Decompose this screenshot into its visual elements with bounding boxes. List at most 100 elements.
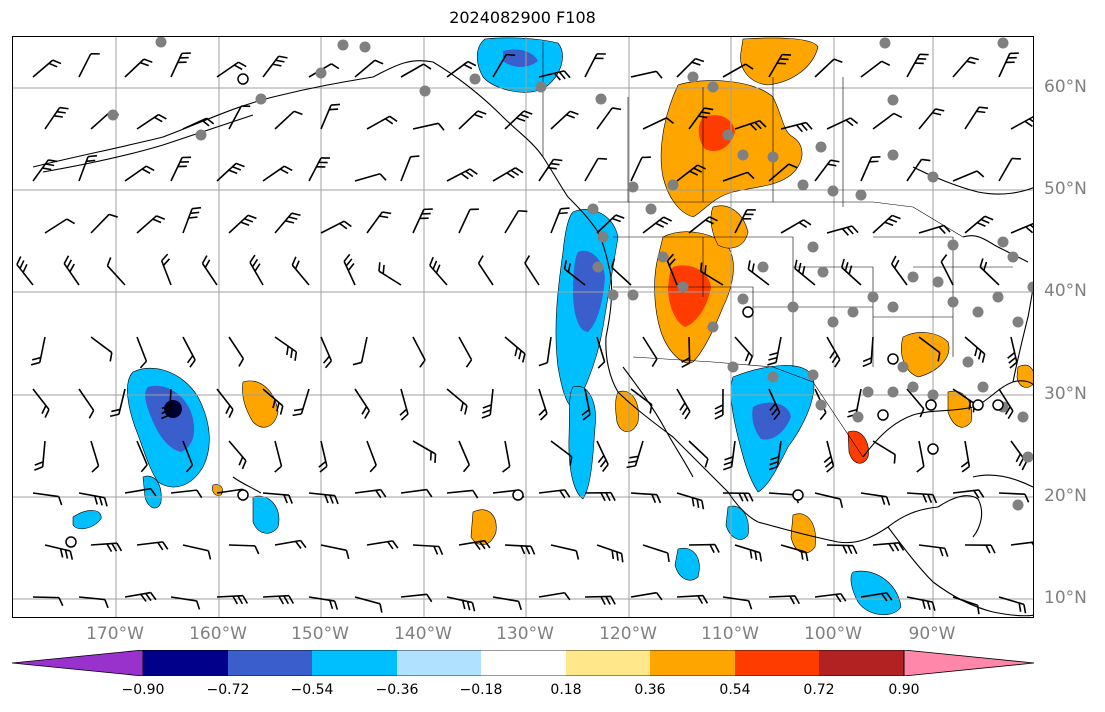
wind-barb (400, 63, 432, 78)
station-marker (315, 67, 327, 79)
station-marker (997, 37, 1009, 49)
wind-barb (538, 158, 563, 182)
wind-barb (964, 106, 989, 130)
station-marker (107, 109, 119, 121)
wind-barb (160, 253, 172, 286)
wind-barb (998, 157, 1021, 182)
lat-label-10n: 10°N (1044, 588, 1087, 608)
wind-barb (767, 336, 782, 366)
station-marker-empty (237, 489, 249, 501)
wind-barb (826, 117, 859, 130)
coast-aleutians (42, 114, 254, 173)
anomaly-pacific-tail (142, 475, 162, 509)
wind-barb (979, 258, 1000, 286)
anomaly-pacific-positive-3 (470, 509, 497, 545)
station-marker (907, 271, 919, 283)
wind-barb (124, 58, 153, 78)
lat-label-30n: 30°N (1044, 384, 1087, 404)
station-marker (962, 356, 974, 368)
wind-barb (998, 52, 1019, 78)
wind-barb (481, 388, 494, 419)
wind-barb (872, 440, 896, 464)
colorbar-tick-1: −0.90 (121, 682, 165, 698)
wind-barb (446, 489, 479, 499)
station-marker (897, 361, 909, 373)
wind-barb (182, 544, 212, 560)
wind-barb (596, 544, 624, 563)
wind-barb (642, 336, 658, 368)
wind-barb (918, 108, 945, 130)
lon-label-170w: 170°W (86, 624, 144, 644)
wind-barb (90, 440, 100, 473)
colorbar-tick-5: −0.18 (459, 682, 503, 698)
wind-barb (814, 492, 844, 508)
wind-barb (550, 440, 573, 466)
station-marker-empty (925, 399, 937, 411)
wind-barb (630, 388, 653, 414)
lon-label-160w: 160°W (189, 624, 247, 644)
station-marker-empty (887, 353, 899, 365)
wind-barb (890, 255, 908, 286)
station-marker (767, 371, 779, 383)
political-borders (542, 42, 1013, 458)
wind-barb (688, 216, 718, 234)
wind-barb (30, 336, 46, 366)
wind-barb (952, 56, 979, 78)
wind-barb (400, 593, 433, 603)
wind-barbs (16, 52, 1033, 615)
lat-label-20n: 20°N (1044, 486, 1087, 506)
wind-barb (216, 61, 247, 78)
colorbar-segment (397, 650, 481, 676)
wind-barb (78, 388, 95, 419)
wind-barb (780, 121, 813, 133)
wind-barb (940, 254, 954, 286)
station-marker (977, 381, 989, 393)
station-marker (927, 171, 939, 183)
station-marker (887, 386, 899, 398)
wind-barb (78, 154, 98, 182)
anomaly-southeast-positive (901, 332, 950, 378)
wind-barb (681, 336, 691, 368)
wind-barb (906, 596, 936, 611)
wind-barb (262, 388, 284, 415)
wind-barb (780, 544, 809, 562)
wind-barb (262, 165, 293, 182)
wind-barb (90, 336, 113, 362)
wind-barb (320, 544, 350, 560)
station-marker (255, 93, 267, 105)
wind-barb (596, 336, 606, 369)
wind-barb (90, 213, 118, 234)
wind-barb (228, 440, 247, 470)
anomaly-pacific-positive-2 (615, 390, 639, 433)
wind-barb (814, 58, 843, 78)
wind-barb (918, 336, 941, 362)
wind-barb (768, 595, 801, 605)
station-marker (787, 301, 799, 313)
station-marker (817, 266, 829, 278)
wind-barb (918, 544, 949, 557)
coast-mexico (757, 506, 939, 544)
wind-barb (366, 440, 377, 473)
station-marker-empty (792, 489, 804, 501)
station-marker (667, 179, 679, 191)
wind-barb (596, 107, 622, 130)
wind-barb (906, 53, 929, 78)
wind-barb (998, 492, 1030, 503)
colorbar (12, 650, 1035, 676)
lon-label-120w: 120°W (599, 624, 657, 644)
wind-barb (320, 103, 341, 130)
coast-yucatan (937, 495, 983, 538)
wind-barb (182, 440, 194, 473)
wind-barb (768, 440, 782, 471)
wind-barb (170, 156, 192, 182)
wind-barb (502, 440, 511, 473)
station-marker (657, 251, 669, 263)
station-marker (757, 261, 769, 273)
station-marker (195, 129, 207, 141)
station-marker (947, 239, 959, 251)
station-marker (1012, 316, 1024, 328)
wind-barb (700, 262, 724, 286)
lon-label-140w: 140°W (394, 624, 452, 644)
colorbar-tick-10: 0.90 (888, 682, 920, 698)
wind-barb (964, 544, 996, 554)
